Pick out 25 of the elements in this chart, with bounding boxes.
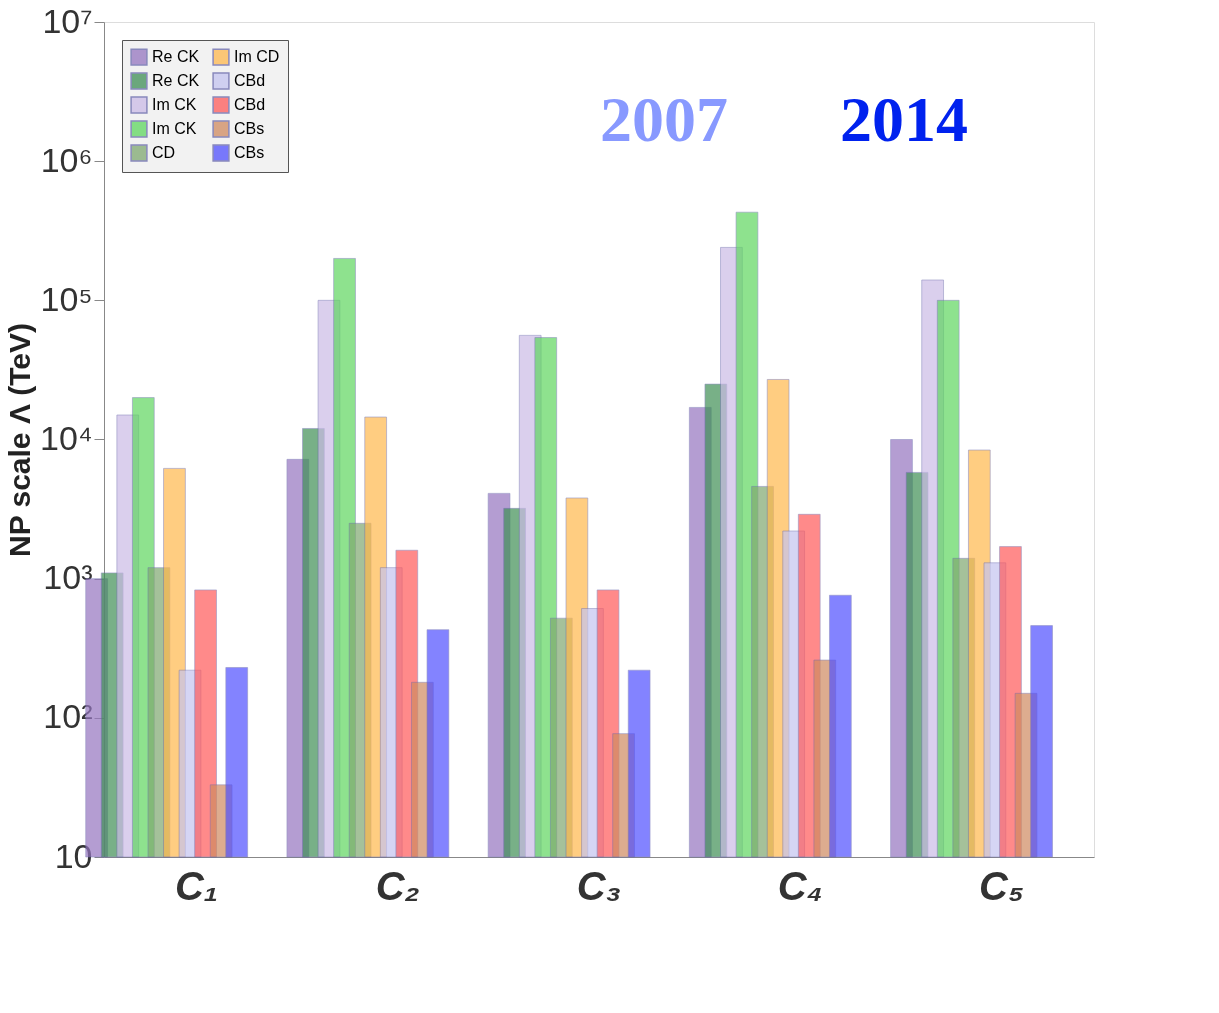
legend-label: CBd bbox=[234, 72, 266, 89]
legend-label: Re CK bbox=[152, 48, 200, 66]
legend-label: CD bbox=[152, 144, 176, 161]
x-tick-label: C₄ bbox=[777, 863, 823, 908]
legend-label: Im CK bbox=[152, 96, 197, 113]
y-tick-label: 10⁷ bbox=[42, 1, 93, 40]
annotation: 2007 bbox=[600, 84, 728, 155]
y-axis-title: NP scale Λ (TeV) bbox=[3, 323, 37, 557]
y-tick-label: 10³ bbox=[43, 558, 93, 597]
y-tick-label: 10⁴ bbox=[40, 419, 93, 457]
legend-label: CBs bbox=[234, 144, 265, 161]
legend-label: CBd bbox=[234, 96, 266, 113]
x-tick-label: C₁ bbox=[175, 863, 219, 908]
legend-label: Re CK bbox=[152, 72, 200, 89]
legend-label: Im CD bbox=[234, 48, 280, 66]
y-tick-label: 10 bbox=[54, 836, 93, 875]
legend-label: CBs bbox=[234, 120, 265, 137]
y-tick-label: 10⁵ bbox=[40, 279, 93, 318]
legend-label: Im CK bbox=[152, 120, 197, 137]
y-tick-label: 10² bbox=[43, 697, 93, 736]
y-tick-label: 10⁶ bbox=[40, 140, 93, 179]
x-tick-label: C₅ bbox=[979, 863, 1024, 908]
x-tick-label: C₃ bbox=[576, 863, 622, 908]
x-tick-label: C₂ bbox=[375, 863, 420, 908]
annotation: 2014 bbox=[840, 84, 968, 155]
